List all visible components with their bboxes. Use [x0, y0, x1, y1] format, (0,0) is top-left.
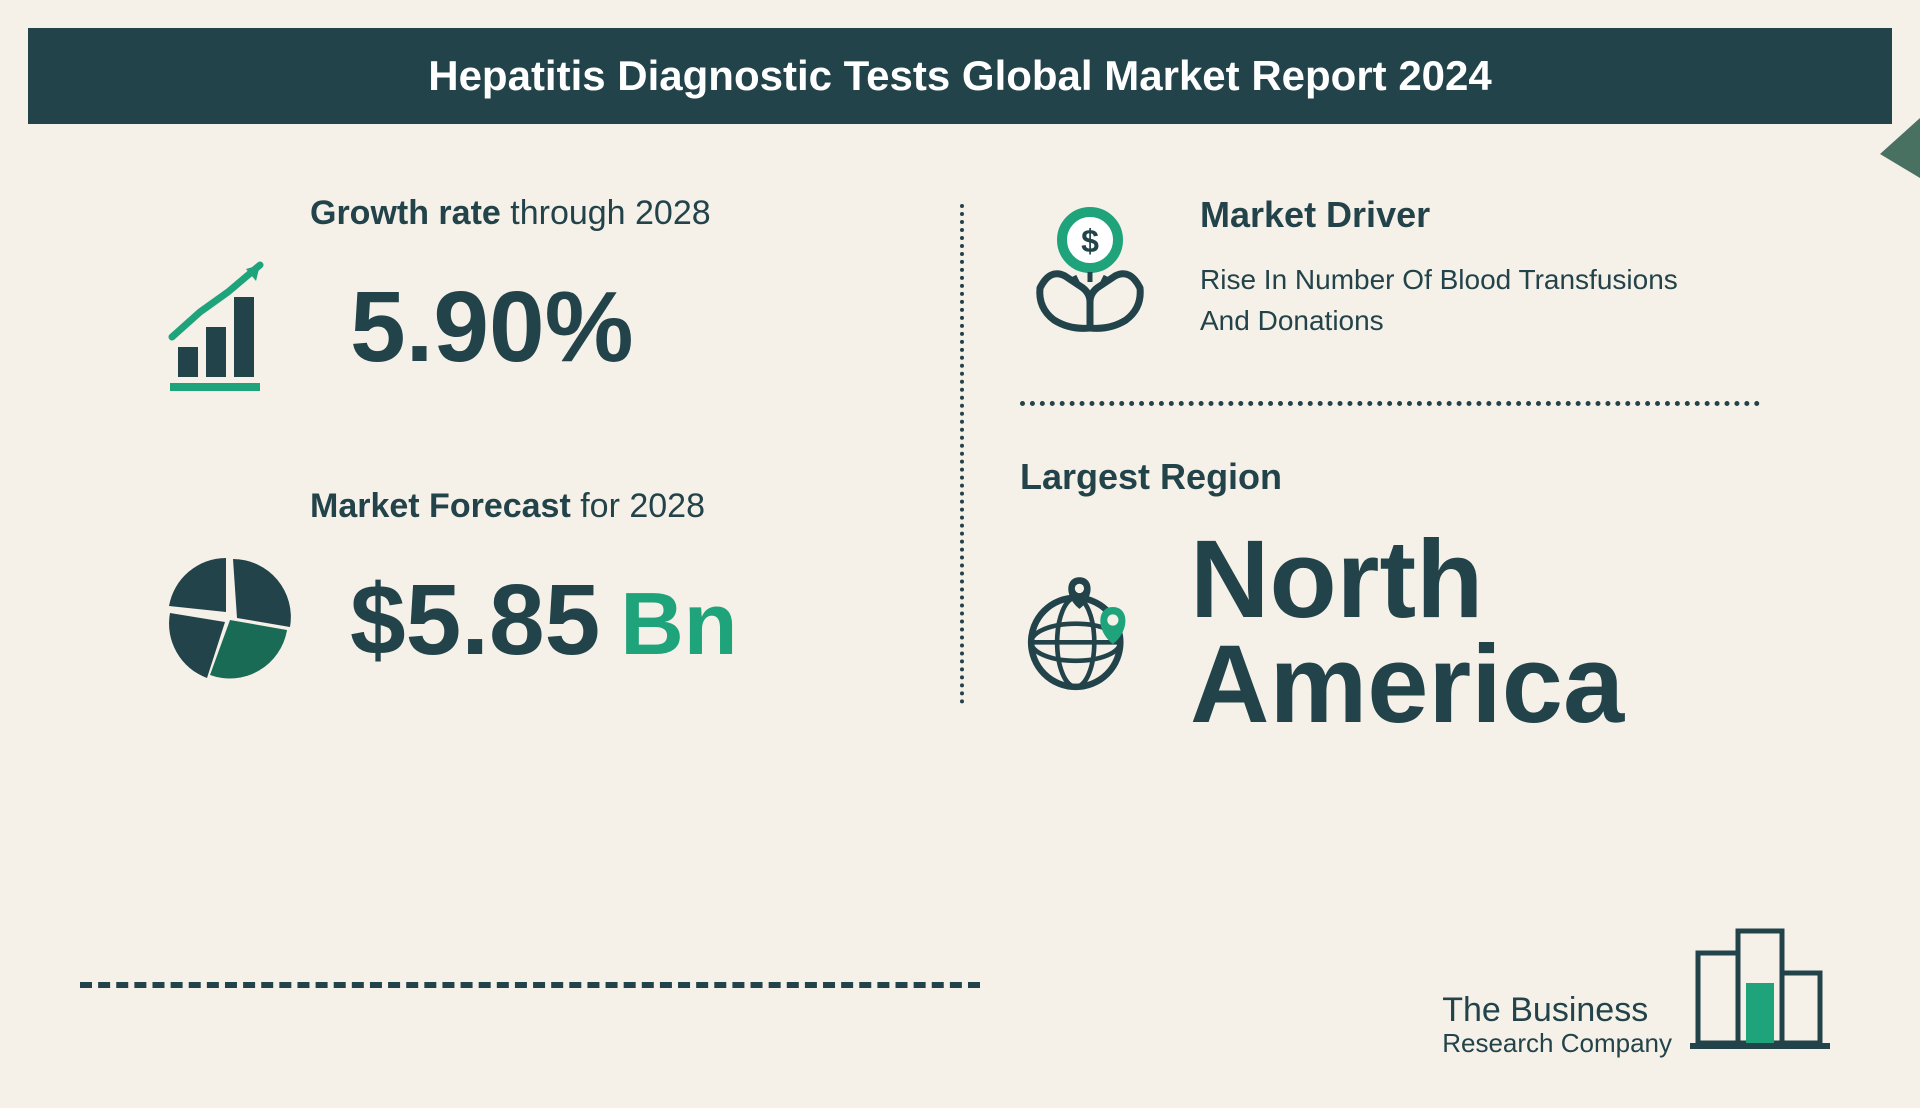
largest-region-block: Largest Region [1020, 456, 1760, 737]
horizontal-dotted-divider [1020, 401, 1760, 406]
region-line2: America [1190, 633, 1624, 738]
forecast-label-light: for 2028 [580, 487, 705, 525]
left-column: Growth rate through 2028 5.90% [100, 194, 960, 780]
growth-label-bold: Growth rate [310, 194, 501, 232]
report-title-bar: Hepatitis Diagnostic Tests Global Market… [28, 28, 1892, 124]
region-value: North America [1190, 528, 1624, 737]
growth-rate-value: 5.90% [350, 277, 634, 377]
forecast-number: $5.85 [350, 563, 600, 678]
footer-dashed-rule [80, 982, 980, 988]
forecast-unit: Bn [620, 573, 737, 675]
region-line1: North [1190, 528, 1624, 633]
driver-body: Rise In Number Of Blood Transfusions And… [1200, 260, 1720, 341]
growth-label-light: through 2028 [510, 194, 710, 232]
forecast-label: Market Forecast for 2028 [310, 487, 900, 526]
svg-text:$: $ [1081, 223, 1099, 259]
report-title: Hepatitis Diagnostic Tests Global Market… [428, 52, 1492, 99]
driver-text: Market Driver Rise In Number Of Blood Tr… [1200, 194, 1720, 341]
growth-rate-block: Growth rate through 2028 5.90% [160, 194, 900, 397]
market-forecast-block: Market Forecast for 2028 $5.85 [160, 487, 900, 690]
content-grid: Growth rate through 2028 5.90% [0, 124, 1920, 780]
hands-coin-icon: $ [1020, 198, 1160, 338]
logo-line1: The Business [1442, 992, 1672, 1029]
logo-line2: Research Company [1442, 1029, 1672, 1058]
forecast-label-bold: Market Forecast [310, 487, 571, 525]
growth-chart-icon [160, 257, 300, 397]
driver-heading: Market Driver [1200, 194, 1720, 236]
growth-rate-label: Growth rate through 2028 [310, 194, 900, 233]
building-bars-icon [1690, 923, 1830, 1058]
pie-chart-icon [160, 550, 300, 690]
market-driver-block: $ Market Driver Rise In Number Of Blood … [1020, 194, 1760, 341]
vertical-dotted-divider [960, 204, 964, 704]
forecast-value: $5.85 Bn [350, 563, 738, 678]
region-heading: Largest Region [1020, 456, 1760, 498]
company-logo: The Business Research Company [1442, 923, 1830, 1058]
globe-pins-icon [1020, 568, 1150, 698]
right-column: $ Market Driver Rise In Number Of Blood … [960, 194, 1820, 780]
logo-text: The Business Research Company [1442, 992, 1672, 1058]
